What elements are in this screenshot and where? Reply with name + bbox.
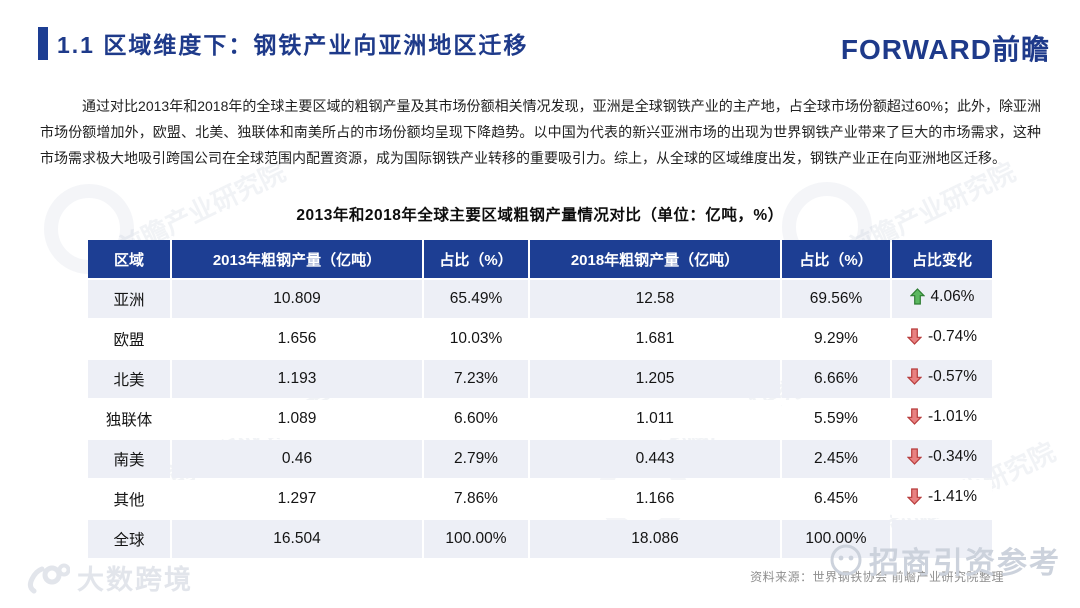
cell-prod2013: 1.297 bbox=[172, 480, 422, 518]
title-accent-bar bbox=[38, 26, 48, 60]
trend-down-icon bbox=[906, 408, 922, 426]
dashukuajing-watermark-text: 大数跨境 bbox=[77, 565, 193, 595]
col-header-share2013: 占比（%） bbox=[424, 240, 528, 278]
cell-prod2018: 1.205 bbox=[530, 360, 780, 398]
table-row-eu: 欧盟 1.656 10.03% 1.681 9.29% -0.74% bbox=[88, 320, 992, 358]
cell-share2013: 7.23% bbox=[424, 360, 528, 398]
table-header: 区域 2013年粗钢产量（亿吨） 占比（%） 2018年粗钢产量（亿吨） 占比（… bbox=[88, 240, 992, 278]
cell-share2018: 6.45% bbox=[782, 480, 890, 518]
cell-prod2018: 1.166 bbox=[530, 480, 780, 518]
cell-share2018: 100.00% bbox=[782, 520, 890, 558]
slide-header: 1.1 区域维度下：钢铁产业向亚洲地区迁移 bbox=[38, 26, 528, 60]
page-title: 1.1 区域维度下：钢铁产业向亚洲地区迁移 bbox=[57, 32, 529, 58]
col-header-region: 区域 bbox=[88, 240, 170, 278]
table-row-south-america: 南美 0.46 2.79% 0.443 2.45% -0.34% bbox=[88, 440, 992, 478]
cell-change: -0.34% bbox=[892, 440, 992, 478]
trend-down-icon bbox=[906, 328, 922, 346]
change-value: 4.06% bbox=[930, 287, 975, 305]
cell-prod2013: 16.504 bbox=[172, 520, 422, 558]
change-value: -0.74% bbox=[927, 327, 978, 345]
cell-prod2018: 1.681 bbox=[530, 320, 780, 358]
table-title: 2013年和2018年全球主要区域粗钢产量情况对比（单位：亿吨，%） bbox=[296, 207, 784, 224]
change-value: -1.01% bbox=[927, 407, 978, 425]
col-header-change: 占比变化 bbox=[892, 240, 992, 278]
cell-prod2013: 1.089 bbox=[172, 400, 422, 438]
cell-region: 亚洲 bbox=[88, 280, 170, 318]
dashukuajing-logo-icon bbox=[27, 563, 70, 593]
source-note: 资料来源：世界钢铁协会 前瞻产业研究院整理 bbox=[750, 570, 1004, 584]
cell-region: 欧盟 bbox=[88, 320, 170, 358]
steel-production-table: 区域 2013年粗钢产量（亿吨） 占比（%） 2018年粗钢产量（亿吨） 占比（… bbox=[86, 238, 994, 560]
cell-change: -1.41% bbox=[892, 480, 992, 518]
cell-share2018: 5.59% bbox=[782, 400, 890, 438]
cell-prod2013: 1.656 bbox=[172, 320, 422, 358]
col-header-prod2013: 2013年粗钢产量（亿吨） bbox=[172, 240, 422, 278]
cell-region: 南美 bbox=[88, 440, 170, 478]
table-row-cis: 独联体 1.089 6.60% 1.011 5.59% -1.01% bbox=[88, 400, 992, 438]
col-header-share2018: 占比（%） bbox=[782, 240, 890, 278]
cell-share2013: 10.03% bbox=[424, 320, 528, 358]
col-header-prod2018: 2018年粗钢产量（亿吨） bbox=[530, 240, 780, 278]
cell-region: 全球 bbox=[88, 520, 170, 558]
cell-share2018: 69.56% bbox=[782, 280, 890, 318]
change-value: -0.34% bbox=[927, 447, 978, 465]
table-row-other: 其他 1.297 7.86% 1.166 6.45% -1.41% bbox=[88, 480, 992, 518]
wechat-face-icon bbox=[830, 544, 862, 576]
trend-up-icon bbox=[909, 288, 925, 305]
cell-region: 北美 bbox=[88, 360, 170, 398]
cell-prod2013: 1.193 bbox=[172, 360, 422, 398]
intro-paragraph: 通过对比2013年和2018年的全球主要区域的粗钢产量及其市场份额相关情况发现，… bbox=[40, 98, 1041, 166]
table-row-asia: 亚洲 10.809 65.49% 12.58 69.56% 4.06% bbox=[88, 280, 992, 318]
cell-share2018: 9.29% bbox=[782, 320, 890, 358]
change-value: -1.41% bbox=[927, 487, 978, 505]
cell-share2013: 7.86% bbox=[424, 480, 528, 518]
cell-prod2013: 0.46 bbox=[172, 440, 422, 478]
cell-change: -1.01% bbox=[892, 400, 992, 438]
cell-region: 其他 bbox=[88, 480, 170, 518]
cell-change: 4.06% bbox=[892, 280, 992, 318]
cell-prod2018: 18.086 bbox=[530, 520, 780, 558]
cell-share2013: 100.00% bbox=[424, 520, 528, 558]
cell-share2018: 6.66% bbox=[782, 360, 890, 398]
forward-logo: FORWARD前瞻 bbox=[840, 34, 1050, 65]
cell-prod2018: 1.011 bbox=[530, 400, 780, 438]
cell-prod2018: 0.443 bbox=[530, 440, 780, 478]
cell-region: 独联体 bbox=[88, 400, 170, 438]
cell-share2013: 65.49% bbox=[424, 280, 528, 318]
wechat-watermark: 招商引资参考 bbox=[828, 538, 1061, 582]
cell-change: -0.57% bbox=[892, 360, 992, 398]
trend-down-icon bbox=[906, 368, 922, 386]
table-row-global: 全球 16.504 100.00% 18.086 100.00% bbox=[88, 520, 992, 558]
cell-change bbox=[892, 520, 992, 558]
cell-prod2018: 12.58 bbox=[530, 280, 780, 318]
cell-share2013: 6.60% bbox=[424, 400, 528, 438]
cell-change: -0.74% bbox=[892, 320, 992, 358]
dashukuajing-watermark: 大数跨境 bbox=[26, 558, 193, 597]
cell-share2018: 2.45% bbox=[782, 440, 890, 478]
trend-down-icon bbox=[906, 448, 922, 466]
trend-down-icon bbox=[906, 488, 922, 506]
table-body: 亚洲 10.809 65.49% 12.58 69.56% 4.06% 欧盟 1… bbox=[88, 280, 992, 558]
cell-share2013: 2.79% bbox=[424, 440, 528, 478]
wechat-watermark-text: 招商引资参考 bbox=[869, 547, 1061, 580]
table-row-north-america: 北美 1.193 7.23% 1.205 6.66% -0.57% bbox=[88, 360, 992, 398]
change-value: -0.57% bbox=[927, 367, 978, 385]
cell-prod2013: 10.809 bbox=[172, 280, 422, 318]
